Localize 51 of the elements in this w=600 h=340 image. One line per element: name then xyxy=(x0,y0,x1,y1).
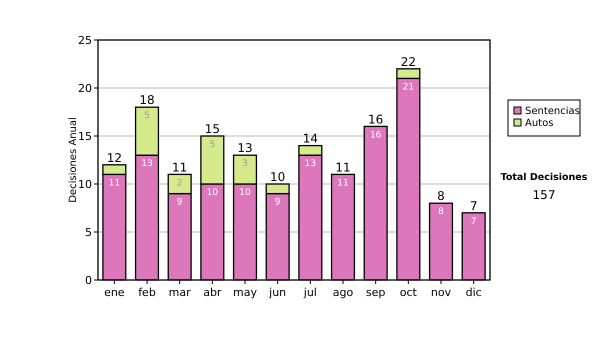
total-label: 10 xyxy=(270,170,286,184)
total-label: 8 xyxy=(437,189,445,204)
x-tick-label: ene xyxy=(104,286,125,299)
data-label: 16 xyxy=(370,130,382,140)
text: 157 xyxy=(532,188,556,202)
x-tick-label: jul xyxy=(302,286,317,299)
y-tick-label: 5 xyxy=(85,226,92,239)
x-tick-label: abr xyxy=(203,286,222,299)
legend-label: Autos xyxy=(525,118,554,129)
y-tick-label: 25 xyxy=(78,34,92,47)
x-tick-label: ago xyxy=(332,286,354,299)
x-tick-label: jun xyxy=(268,286,286,299)
x-tick-label: oct xyxy=(400,286,418,299)
total-label: 22 xyxy=(400,54,416,69)
x-tick-label: sep xyxy=(366,286,386,299)
total-label: 11 xyxy=(335,160,351,174)
x-tick-label: may xyxy=(233,286,258,299)
total-label: 13 xyxy=(237,141,253,156)
y-axis-title: Decisiones Anual xyxy=(68,117,79,203)
data-label: 5 xyxy=(144,111,150,122)
y-tick-label: 0 xyxy=(85,274,92,287)
x-tick-label: feb xyxy=(138,286,156,299)
total-label: 16 xyxy=(368,112,384,126)
text: Total Decisiones xyxy=(500,172,588,183)
data-label: 11 xyxy=(108,178,120,188)
y-tick-label: 10 xyxy=(78,178,92,191)
data-label: 21 xyxy=(402,82,414,92)
total-label: 15 xyxy=(204,122,220,136)
data-label: 13 xyxy=(304,159,316,170)
data-label: 10 xyxy=(239,188,251,198)
data-label: 7 xyxy=(470,216,477,227)
data-label: 13 xyxy=(141,159,153,170)
legend-label: Sentencias xyxy=(525,106,580,117)
data-label: 2 xyxy=(176,178,183,188)
total-label: 18 xyxy=(139,93,155,108)
total-label: 11 xyxy=(172,160,188,174)
x-tick-label: nov xyxy=(430,286,452,299)
total-label: 14 xyxy=(302,132,318,146)
x-tick-label: mar xyxy=(168,286,192,299)
data-label: 5 xyxy=(209,140,216,150)
total-label: 12 xyxy=(106,150,122,165)
data-label: 10 xyxy=(206,188,218,198)
data-label: 8 xyxy=(438,207,444,218)
data-label: 11 xyxy=(337,178,349,188)
y-tick-label: 15 xyxy=(78,130,92,143)
data-label: 9 xyxy=(274,198,281,208)
data-label: 3 xyxy=(242,159,248,170)
x-tick-label: dic xyxy=(466,286,482,299)
y-tick-label: 20 xyxy=(78,82,92,95)
total-label: 7 xyxy=(470,198,478,213)
data-label: 9 xyxy=(176,198,183,208)
